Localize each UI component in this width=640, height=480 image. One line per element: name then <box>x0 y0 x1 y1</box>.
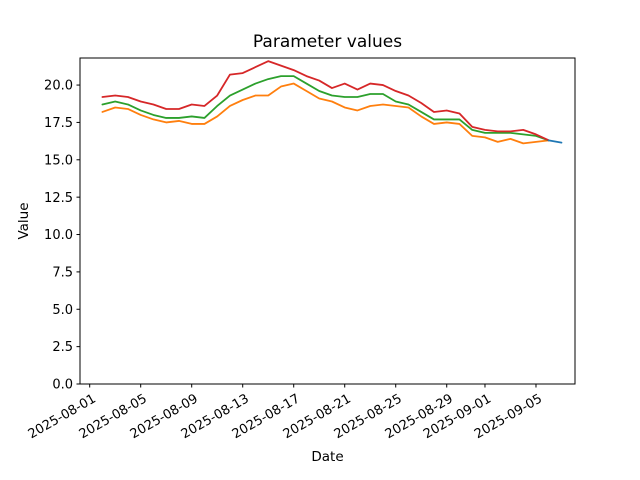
y-axis: 0.0 2.5 5.0 7.5 10.0 12.5 15.0 17.5 20.0 <box>44 79 80 393</box>
y-tick-label: 7.5 <box>52 265 73 280</box>
plot-area <box>79 57 576 385</box>
plot-border <box>79 57 576 385</box>
x-axis-label: Date <box>311 449 343 465</box>
y-tick-label: 17.5 <box>44 116 73 131</box>
orange-line <box>101 82 550 145</box>
y-tick-label: 5.0 <box>52 303 73 318</box>
y-tick-label: 15.0 <box>44 153 73 168</box>
x-axis: 2025-08-012025-08-052025-08-092025-08-13… <box>26 384 545 442</box>
y-tick-label: 0.0 <box>52 378 73 393</box>
y-axis-label: Value <box>16 202 32 239</box>
y-tick-label: 2.5 <box>52 340 73 355</box>
y-tick-label: 12.5 <box>44 191 73 206</box>
red-line <box>101 60 550 142</box>
green-line <box>101 75 550 142</box>
data-series <box>101 60 563 145</box>
blue-line <box>547 139 563 144</box>
y-tick-label: 20.0 <box>44 79 73 94</box>
y-tick-label: 10.0 <box>44 228 73 243</box>
chart-title: Parameter values <box>253 32 402 52</box>
